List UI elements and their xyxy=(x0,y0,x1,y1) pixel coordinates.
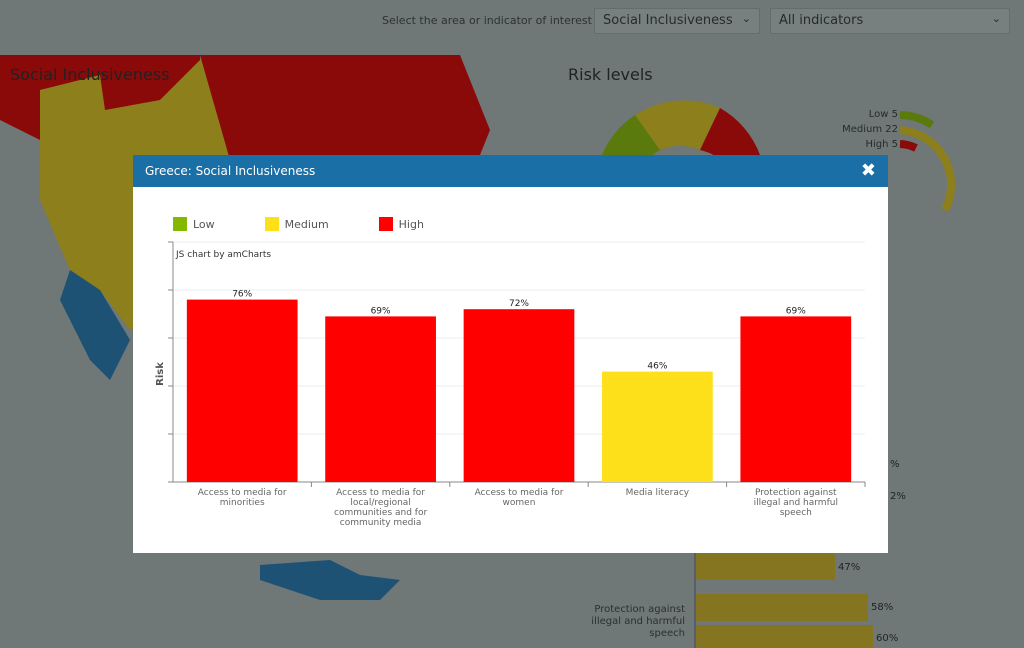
x-tick-label: Access to media for local/regional commu… xyxy=(334,488,428,528)
risk-legend-low: Low 5 xyxy=(868,109,898,120)
risk-title: Risk levels xyxy=(568,65,653,84)
bg-bar xyxy=(696,625,873,648)
gauge-high xyxy=(700,108,760,170)
legend-swatch xyxy=(264,217,279,231)
chart-modal: Greece: Social Inclusiveness ✖ Low Mediu… xyxy=(133,155,888,553)
bg-bar-label: 58% xyxy=(871,602,894,613)
bar-value-label: 46% xyxy=(647,362,667,372)
chart-legend: Low Medium High xyxy=(173,217,474,231)
bg-bar-category: Protection against illegal and harmful s… xyxy=(591,604,685,639)
close-icon[interactable]: ✖ xyxy=(860,160,876,181)
bar-value-label: 69% xyxy=(371,306,391,316)
amcharts-credit[interactable]: JS chart by amCharts xyxy=(176,250,272,260)
map-region-crete[interactable] xyxy=(260,560,400,600)
gauge-medium xyxy=(635,100,720,150)
bar-value-label: 76% xyxy=(232,290,252,300)
legend-label: High xyxy=(398,217,424,231)
bar[interactable] xyxy=(463,309,575,482)
bg-bar-label: % xyxy=(890,459,900,470)
bar-value-label: 69% xyxy=(786,306,806,316)
bg-bar-label: 47% xyxy=(838,562,861,573)
bar[interactable] xyxy=(186,299,298,482)
map-title: Social Inclusiveness xyxy=(10,65,170,84)
map-region[interactable] xyxy=(200,55,490,160)
chevron-down-icon: ⌄ xyxy=(741,12,751,25)
area-select[interactable]: Social Inclusiveness ⌄ xyxy=(594,8,760,34)
modal-header: Greece: Social Inclusiveness ✖ xyxy=(133,155,888,187)
bar[interactable] xyxy=(325,316,436,482)
indicator-select-value: All indicators xyxy=(779,13,864,28)
map-region[interactable] xyxy=(60,270,130,380)
risk-legend-medium: Medium 22 xyxy=(842,124,898,135)
chevron-down-icon: ⌄ xyxy=(991,12,1001,25)
bg-bar-label: 2% xyxy=(890,491,906,502)
bar-value-label: 72% xyxy=(509,299,529,309)
area-select-value: Social Inclusiveness xyxy=(603,13,733,28)
legend-swatch xyxy=(173,217,187,231)
legend-medium[interactable]: Medium xyxy=(264,217,329,231)
bg-bar xyxy=(696,553,835,580)
filter-prompt: Select the area or indicator of interest xyxy=(382,14,592,27)
bar-chart: Risk 76% 69% 72% 46% 69% xyxy=(155,241,866,487)
bg-bar-label: 60% xyxy=(876,633,899,644)
x-tick-label: Media literacy xyxy=(625,488,690,498)
legend-low[interactable]: Low xyxy=(173,217,215,231)
y-axis-label: Risk xyxy=(155,362,166,386)
risk-legend-high: High 5 xyxy=(865,139,898,150)
bg-bar xyxy=(696,594,868,621)
legend-label: Medium xyxy=(284,217,329,231)
indicator-select[interactable]: All indicators ⌄ xyxy=(770,8,1010,34)
x-tick-label: Access to media for minorities xyxy=(197,488,287,508)
legend-swatch xyxy=(378,217,393,231)
risk-legend: Low 5 Medium 22 High 5 xyxy=(842,107,898,152)
bar[interactable] xyxy=(740,316,852,482)
bar[interactable] xyxy=(602,371,713,482)
legend-high[interactable]: High xyxy=(378,217,424,231)
modal-title: Greece: Social Inclusiveness xyxy=(145,164,316,178)
legend-label: Low xyxy=(193,217,215,231)
x-tick-label: Protection against illegal and harmful s… xyxy=(753,488,838,518)
x-tick-label: Access to media for women xyxy=(474,488,564,508)
